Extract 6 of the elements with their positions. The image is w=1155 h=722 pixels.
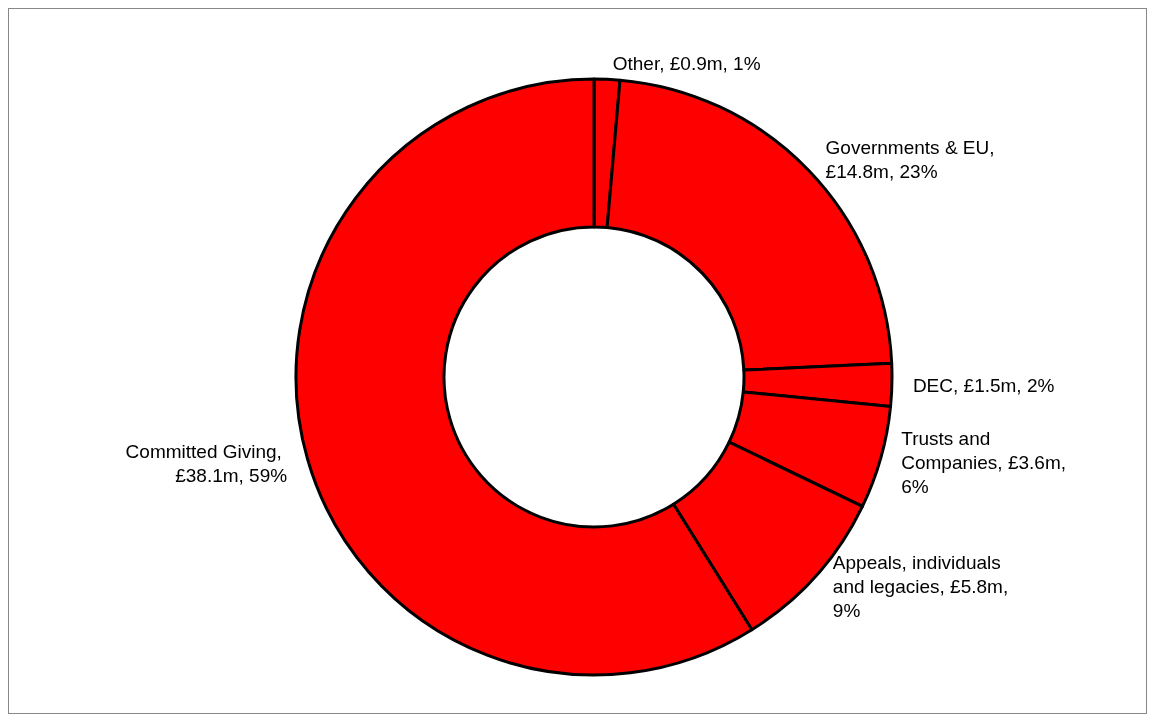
slice-label: Governments & EU, £14.8m, 23% bbox=[825, 137, 1000, 183]
slice-label: Trusts and Companies, £3.6m, 6% bbox=[901, 427, 1072, 497]
slice-label: Appeals, individuals and legacies, £5.8m, 9% bbox=[832, 552, 1014, 622]
slice-label: Other, £0.9m, 1% bbox=[612, 52, 761, 74]
slice-label: DEC, £1.5m, 2% bbox=[912, 374, 1055, 396]
slice-label: Committed Giving, £38.1m, 59% bbox=[125, 441, 288, 487]
